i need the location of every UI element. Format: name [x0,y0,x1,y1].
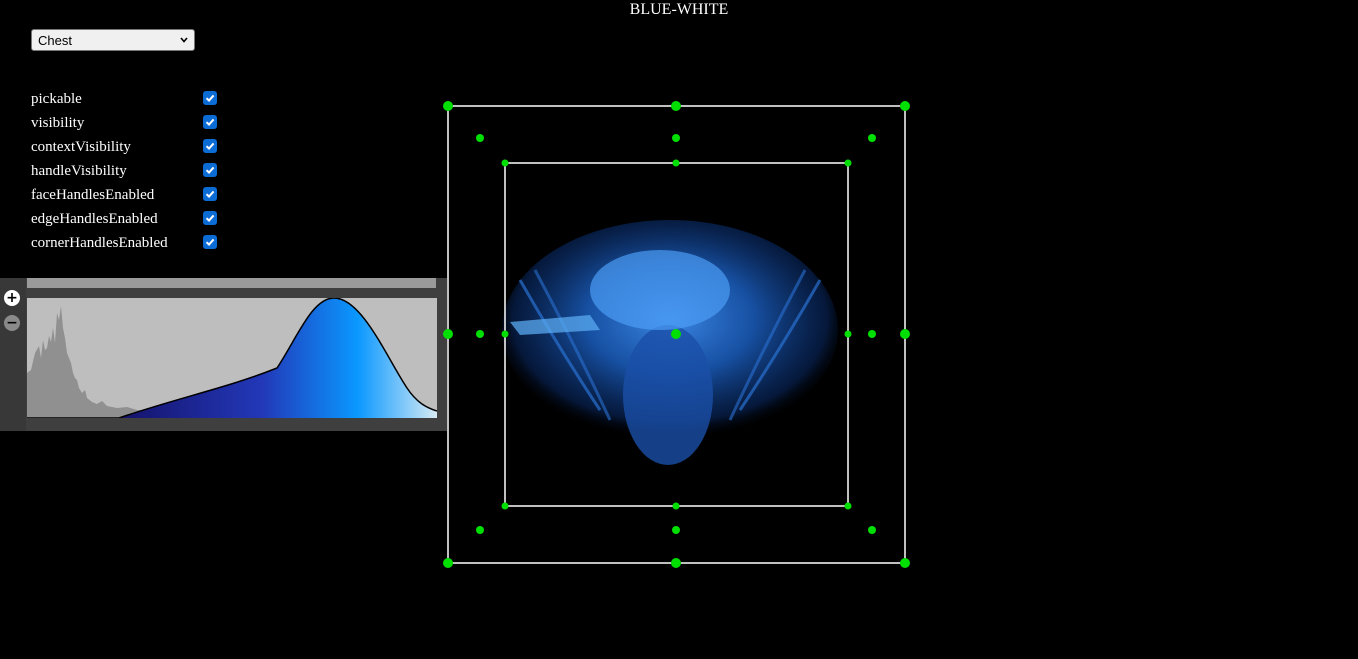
corner-handle[interactable] [501,502,509,510]
corner-handle[interactable] [868,134,876,142]
check-icon [205,94,215,103]
corner-handle[interactable] [501,159,509,167]
property-face-handles-enabled: faceHandlesEnabled [31,184,221,208]
check-icon [205,214,215,223]
property-edge-handles-enabled: edgeHandlesEnabled [31,208,221,232]
widget-properties: pickable visibility contextVisibility ha… [31,88,221,256]
face-handle[interactable] [672,134,680,142]
face-handle[interactable] [476,330,484,338]
face-handle[interactable] [672,526,680,534]
remove-control-point-button[interactable]: − [4,315,20,331]
corner-handle[interactable] [476,134,484,142]
handle-visibility-checkbox[interactable] [203,163,217,177]
property-label: cornerHandlesEnabled [31,235,168,251]
corner-handle[interactable] [443,558,453,568]
property-label: faceHandlesEnabled [31,187,155,203]
edge-handle[interactable] [900,329,910,339]
corner-handle[interactable] [844,502,852,510]
edge-handle[interactable] [501,330,509,338]
context-visibility-checkbox[interactable] [203,139,217,153]
widget-handles[interactable] [443,101,910,568]
property-label: visibility [31,115,85,131]
property-visibility: visibility [31,112,221,136]
edge-handle[interactable] [844,330,852,338]
face-handle[interactable] [868,330,876,338]
property-handle-visibility: handleVisibility [31,160,221,184]
visibility-checkbox[interactable] [203,115,217,129]
property-label: edgeHandlesEnabled [31,211,158,227]
corner-handle[interactable] [443,101,453,111]
corner-handle[interactable] [900,101,910,111]
property-context-visibility: contextVisibility [31,136,221,160]
corner-handles-enabled-checkbox[interactable] [203,235,217,249]
edge-handle[interactable] [672,502,680,510]
edge-handle[interactable] [672,159,680,167]
face-handles-enabled-checkbox[interactable] [203,187,217,201]
property-label: contextVisibility [31,139,131,155]
check-icon [205,190,215,199]
corner-handle[interactable] [900,558,910,568]
property-corner-handles-enabled: cornerHandlesEnabled [31,232,221,256]
opacity-histogram-graph[interactable] [27,298,437,418]
preset-select[interactable]: Chest [31,29,195,51]
pickable-checkbox[interactable] [203,91,217,105]
property-label: handleVisibility [31,163,127,179]
corner-handle[interactable] [868,526,876,534]
check-icon [205,142,215,151]
corner-handle[interactable] [844,159,852,167]
edge-handles-enabled-checkbox[interactable] [203,211,217,225]
tf-colorbar[interactable] [27,278,436,288]
check-icon [205,238,215,247]
volume-render [502,220,838,465]
check-icon [205,166,215,175]
check-icon [205,118,215,127]
minus-icon: − [6,315,18,331]
edge-handle[interactable] [671,558,681,568]
histogram [27,306,437,418]
add-control-point-button[interactable]: + [4,290,20,306]
plus-icon: + [6,290,18,306]
opacity-curve[interactable] [27,298,437,418]
colormap-title: BLUE-WHITE [629,1,729,18]
render-viewport[interactable] [440,98,915,573]
property-label: pickable [31,91,82,107]
property-pickable: pickable [31,88,221,112]
corner-handle[interactable] [476,526,484,534]
chevron-down-icon [180,37,188,43]
center-handle[interactable] [671,329,681,339]
edge-handle[interactable] [443,329,453,339]
edge-handle[interactable] [671,101,681,111]
transfer-function-editor [0,278,447,431]
opacity-curve-fill [119,298,437,418]
preset-select-value: Chest [38,33,72,48]
